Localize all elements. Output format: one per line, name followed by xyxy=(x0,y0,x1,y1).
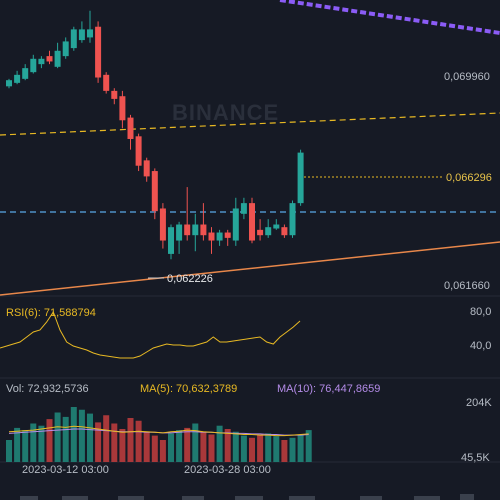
volume-bar xyxy=(119,429,126,462)
candle-body xyxy=(143,160,150,177)
candle-body xyxy=(62,41,69,57)
bottom-toolbar[interactable] xyxy=(0,490,500,500)
volume-bar xyxy=(224,429,231,462)
volume-bar xyxy=(135,420,142,462)
volume-bar xyxy=(208,434,215,462)
volume-bar xyxy=(62,416,69,462)
time-axis-label-2: 2023-03-28 03:00 xyxy=(184,464,271,476)
volume-bar xyxy=(111,423,118,462)
candle-body xyxy=(103,74,110,91)
candle-body xyxy=(14,74,21,83)
volume-bar xyxy=(240,435,247,462)
volume-bar xyxy=(265,433,272,462)
orange-trendline xyxy=(0,241,500,296)
rsi-label: RSI(6): 71,588794 xyxy=(6,307,96,319)
volume-bar xyxy=(273,436,280,462)
volume-bar xyxy=(200,432,207,462)
candle-body xyxy=(38,58,45,65)
candle-body xyxy=(249,203,255,241)
candle-body xyxy=(176,224,183,241)
candle-body xyxy=(192,224,199,236)
candle-body xyxy=(168,227,174,254)
time-axis-label-1: 2023-03-12 03:00 xyxy=(22,464,109,476)
candle-body xyxy=(216,232,223,241)
volume-bar xyxy=(87,413,93,462)
ma5-label: MA(5): 70,632,3789 xyxy=(140,383,238,395)
volume-bar xyxy=(14,427,21,462)
candle-body xyxy=(22,68,29,79)
volume-bar xyxy=(249,437,255,462)
volume-bar xyxy=(143,431,150,462)
ma10-label: MA(10): 76,447,8659 xyxy=(277,383,381,395)
candle-body xyxy=(151,171,158,212)
volume-bar xyxy=(46,419,53,462)
volume-bar xyxy=(159,440,166,462)
volume-bar xyxy=(70,407,77,462)
volume-bar xyxy=(168,433,174,462)
candle-body xyxy=(78,29,85,41)
candle-body xyxy=(273,224,280,229)
volume-bar xyxy=(184,427,191,462)
candle-body xyxy=(257,229,264,236)
volume-bar xyxy=(127,418,134,462)
volume-axis-bottom: 45,5K xyxy=(461,452,490,464)
volume-bar xyxy=(54,412,61,462)
purple-trendline xyxy=(279,0,500,35)
volume-bar xyxy=(216,425,223,462)
candle-body xyxy=(87,29,93,38)
candle-body xyxy=(289,203,296,236)
candle-body xyxy=(70,29,77,49)
candle-body xyxy=(240,203,247,214)
volume-bar xyxy=(257,434,264,462)
volume-bar xyxy=(103,415,110,462)
candle-body xyxy=(135,136,142,166)
volume-bar xyxy=(297,434,304,462)
candle-body xyxy=(46,56,53,62)
candle-body xyxy=(6,80,12,87)
ma5-line xyxy=(8,425,309,437)
candle-body xyxy=(119,96,126,121)
volume-bar xyxy=(176,430,183,462)
volume-bar xyxy=(289,437,296,462)
candle-body xyxy=(127,117,134,139)
volume-bar xyxy=(305,430,312,462)
yellow-trendline xyxy=(0,112,500,136)
rsi-axis-mid: 40,0 xyxy=(470,340,492,352)
candle-body xyxy=(297,152,304,204)
volume-bar xyxy=(38,425,45,462)
candle-body xyxy=(224,232,231,238)
candle-body xyxy=(159,208,166,241)
candle-body xyxy=(281,227,288,236)
candle-body xyxy=(200,224,207,236)
candle-body xyxy=(184,224,191,236)
volume-bar xyxy=(151,435,158,462)
candle-body xyxy=(30,58,37,73)
volume-bar xyxy=(30,423,37,462)
candle-body xyxy=(265,227,272,236)
volume-label: Vol: 72,932,5736 xyxy=(6,383,89,395)
rsi-axis-top: 80,0 xyxy=(470,306,492,318)
candle-body xyxy=(208,232,215,241)
volume-bar xyxy=(281,440,288,462)
volume-bar xyxy=(22,430,29,462)
candle-body xyxy=(111,90,118,99)
watermark-logo: BINANCE xyxy=(172,100,280,125)
price-axis-label-3: 0,061660 xyxy=(444,280,490,292)
volume-axis-top: 204K xyxy=(466,397,492,409)
volume-bar xyxy=(6,440,12,462)
rsi-line xyxy=(0,310,301,359)
candle-body xyxy=(95,26,102,78)
volume-bar xyxy=(95,422,102,462)
price-axis-label-1: 0,069960 xyxy=(444,71,490,83)
volume-bar xyxy=(78,409,85,462)
ma10-line xyxy=(8,428,309,436)
volume-bar xyxy=(232,431,239,462)
volume-bar xyxy=(192,423,199,462)
low-price-marker: 0,062226 xyxy=(167,273,213,285)
last-price-tag: 0,066296 xyxy=(444,172,494,184)
candle-body xyxy=(232,208,239,241)
candle-body xyxy=(54,50,61,67)
